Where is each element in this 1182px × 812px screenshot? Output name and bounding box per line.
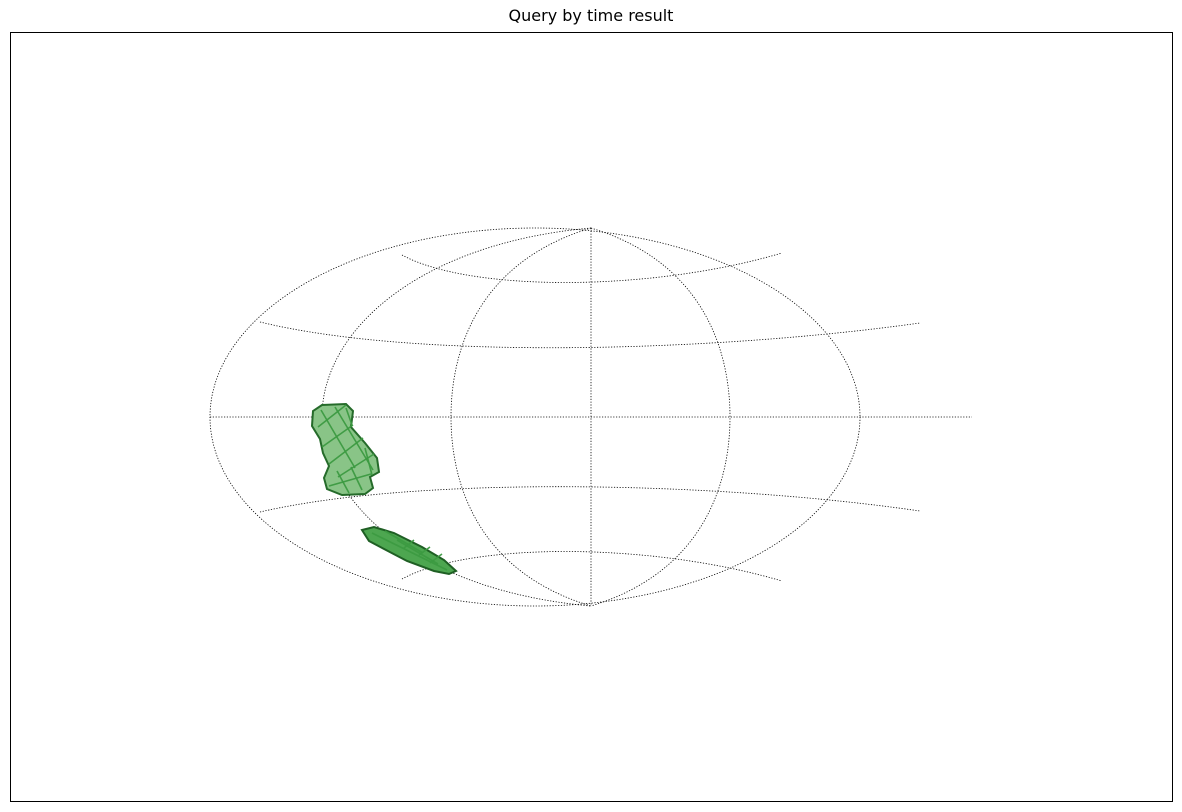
tile-outline xyxy=(364,447,373,476)
tile-outline xyxy=(384,530,424,554)
meridian-line xyxy=(450,227,592,607)
parallel-line xyxy=(259,321,921,349)
lower-coverage-region xyxy=(360,525,458,576)
tile-outline xyxy=(328,437,364,465)
tile-outline xyxy=(396,539,439,565)
upper-coverage-region xyxy=(310,402,381,497)
tile-outline xyxy=(317,404,347,428)
plot-title: Query by time result xyxy=(508,6,674,25)
tile-outline xyxy=(328,473,372,487)
tile-outline xyxy=(345,407,353,426)
meridian-line xyxy=(590,227,731,607)
tile-outline xyxy=(403,539,415,549)
tile-outline xyxy=(418,546,431,556)
tile-outline xyxy=(350,466,363,491)
tile-outline xyxy=(429,553,443,564)
tile-outline xyxy=(336,470,350,494)
parallel-line xyxy=(259,486,921,513)
tile-outline xyxy=(321,424,354,448)
tile-outline xyxy=(371,532,448,571)
